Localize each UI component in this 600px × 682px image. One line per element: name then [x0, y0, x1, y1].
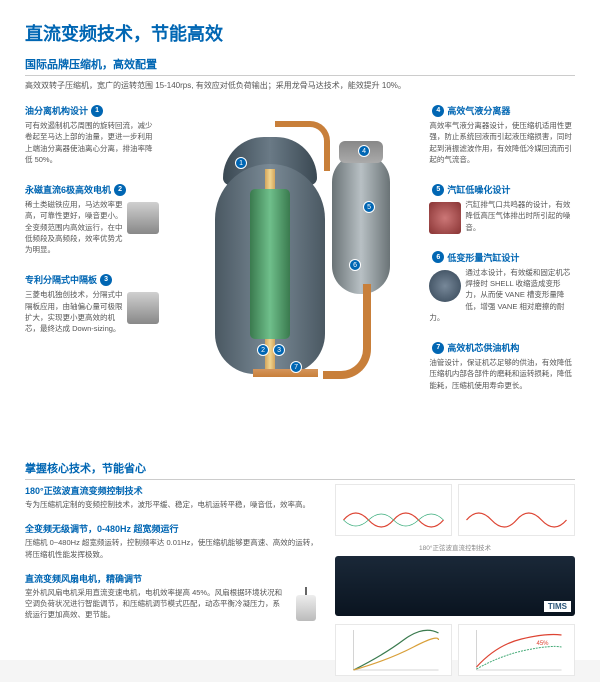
- lblock-3: 直流变频风扇电机，精确调节 室外机风扇电机采用直流变速电机，电机效率提高 45%…: [25, 572, 320, 621]
- feature-6-title: 低变形量汽缸设计: [447, 251, 519, 264]
- copper-pipe-bottom: [323, 284, 371, 379]
- feature-5-title: 汽缸低噪化设计: [447, 183, 510, 196]
- lower-charts-col: 180°正弦波直流控制技术 TIMS 45%: [335, 484, 575, 682]
- lblock-1-title: 180°正弦波直流变频控制技术: [25, 484, 320, 497]
- wave-charts: [335, 484, 575, 536]
- tims-label: TIMS: [544, 601, 571, 612]
- lower-section: 180°正弦波直流变频控制技术 专为压缩机定制的变频控制技术，波形平缓、稳定，电…: [25, 484, 575, 682]
- pin-4: 4: [358, 145, 370, 157]
- lblock-3-text: 室外机风扇电机采用直流变速电机，电机效率提高 45%。风扇根据环境状况和空调负荷…: [25, 587, 320, 621]
- left-features-col: 油分离机构设计1 可有效遏制机芯周围的旋转回流，减少卷起至马达上部的油量，更进一…: [25, 104, 169, 454]
- badge-1: 1: [91, 105, 103, 117]
- wave-chart-2: [458, 484, 575, 536]
- section2-heading: 掌握核心技术，节能省心: [25, 460, 575, 480]
- lblock-1-text: 专为压缩机定制的变频控制技术，波形平缓、稳定，电机运转平稳，噪音低，效率高。: [25, 499, 320, 510]
- curve-chart-2: 45%: [458, 624, 575, 676]
- curve-chart-1: [335, 624, 452, 676]
- pin-6: 6: [349, 259, 361, 271]
- thumb-plate: [127, 292, 159, 324]
- badge-6: 6: [432, 251, 444, 263]
- lblock-3-title: 直流变频风扇电机，精确调节: [25, 572, 320, 585]
- lblock-2: 全变频无级调节，0-480Hz 超宽频运行 压缩机 0~480Hz 超宽频运转，…: [25, 522, 320, 560]
- feature-7-title: 高效机芯供油机构: [447, 341, 519, 354]
- compressor-diagram: 1 2 3 4 5 6 7: [169, 104, 422, 454]
- feature-4-title: 高效气液分离器: [447, 104, 510, 117]
- pin-7: 7: [290, 361, 302, 373]
- feature-1-title: 油分离机构设计: [25, 104, 88, 117]
- section1-desc: 高效双转子压缩机，宽广的运转范围 15-140rps, 有效应对低负荷输出；采用…: [25, 80, 575, 92]
- accumulator-cylinder: [332, 154, 390, 294]
- fan-motor-icon: [292, 587, 320, 623]
- page-root: 直流变频技术，节能高效 国际品牌压缩机，高效配置 高效双转子压缩机，宽广的运转范…: [0, 0, 600, 660]
- lblock-2-text: 压缩机 0~480Hz 超宽频运转，控制频率达 0.01Hz，使压缩机能够更高速…: [25, 537, 320, 560]
- feature-2-title: 永磁直流6极高效电机: [25, 183, 111, 196]
- lblock-1: 180°正弦波直流变频控制技术 专为压缩机定制的变频控制技术，波形平缓、稳定，电…: [25, 484, 320, 510]
- feature-2: 永磁直流6极高效电机2 稀土类磁铁应用，马达效率更高，可靠性更好，噪音更小。全变…: [25, 183, 159, 255]
- badge-2: 2: [114, 184, 126, 196]
- feature-4: 4高效气液分离器 高效率气液分离器设计，使压缩机适用性更强，防止系统回液而引起液…: [429, 104, 575, 165]
- wave-chart-1: [335, 484, 452, 536]
- pin-5: 5: [363, 201, 375, 213]
- thumb-cylinder2: [429, 270, 461, 302]
- badge-4: 4: [432, 105, 444, 117]
- badge-5: 5: [432, 184, 444, 196]
- svg-text:45%: 45%: [537, 641, 550, 647]
- feature-3: 专利分隔式中隔板3 三菱电机独创技术，分隔式中隔板应用，由轴偏心量可极限扩大，实…: [25, 273, 159, 334]
- pin-3: 3: [273, 344, 285, 356]
- section1-heading: 国际品牌压缩机，高效配置: [25, 56, 575, 76]
- compressor-layout: 油分离机构设计1 可有效遏制机芯周围的旋转回流，减少卷起至马达上部的油量，更进一…: [25, 104, 575, 454]
- pin-2: 2: [257, 344, 269, 356]
- feature-1: 油分离机构设计1 可有效遏制机芯周围的旋转回流，减少卷起至马达上部的油量，更进一…: [25, 104, 159, 165]
- main-title: 直流变频技术，节能高效: [25, 20, 575, 46]
- tims-board: TIMS: [335, 556, 575, 616]
- right-features-col: 4高效气液分离器 高效率气液分离器设计，使压缩机适用性更强，防止系统回液而引起液…: [421, 104, 575, 454]
- pin-1: 1: [235, 157, 247, 169]
- compressor-image: 1 2 3 4 5 6 7: [175, 109, 415, 429]
- wave-caption: 180°正弦波直流控制技术: [335, 542, 575, 552]
- feature-6: 6低变形量汽缸设计 通过本设计，有效缓和固定机芯焊接时 SHELL 收缩造成变形…: [429, 251, 575, 323]
- curve-charts: 45%: [335, 624, 575, 676]
- compressor-rotor: [250, 189, 290, 339]
- lblock-2-title: 全变频无级调节，0-480Hz 超宽频运行: [25, 522, 320, 535]
- feature-4-text: 高效率气液分离器设计，使压缩机适用性更强，防止系统回液而引起液压缩损害，同时起到…: [429, 120, 575, 165]
- feature-5: 5汽缸低噪化设计 汽缸排气口共鸣器的设计，有效降低高压气体排出时所引起的噪音。: [429, 183, 575, 233]
- feature-7-text: 油管设计，保证机芯足够的供油，有效降低压缩机内部各部件的磨耗和运转损耗，降低能耗…: [429, 357, 575, 391]
- feature-1-text: 可有效遏制机芯周围的旋转回流，减少卷起至马达上部的油量，更进一步利用上端油分离器…: [25, 120, 159, 165]
- thumb-cylinder1: [429, 202, 461, 234]
- lower-text-col: 180°正弦波直流变频控制技术 专为压缩机定制的变频控制技术，波形平缓、稳定，电…: [25, 484, 335, 682]
- section-compressor: 国际品牌压缩机，高效配置 高效双转子压缩机，宽广的运转范围 15-140rps,…: [25, 56, 575, 454]
- thumb-motor: [127, 202, 159, 234]
- badge-7: 7: [432, 342, 444, 354]
- feature-7: 7高效机芯供油机构 油管设计，保证机芯足够的供油，有效降低压缩机内部各部件的磨耗…: [429, 341, 575, 391]
- feature-3-title: 专利分隔式中隔板: [25, 273, 97, 286]
- badge-3: 3: [100, 274, 112, 286]
- copper-pipe-base: [253, 369, 318, 377]
